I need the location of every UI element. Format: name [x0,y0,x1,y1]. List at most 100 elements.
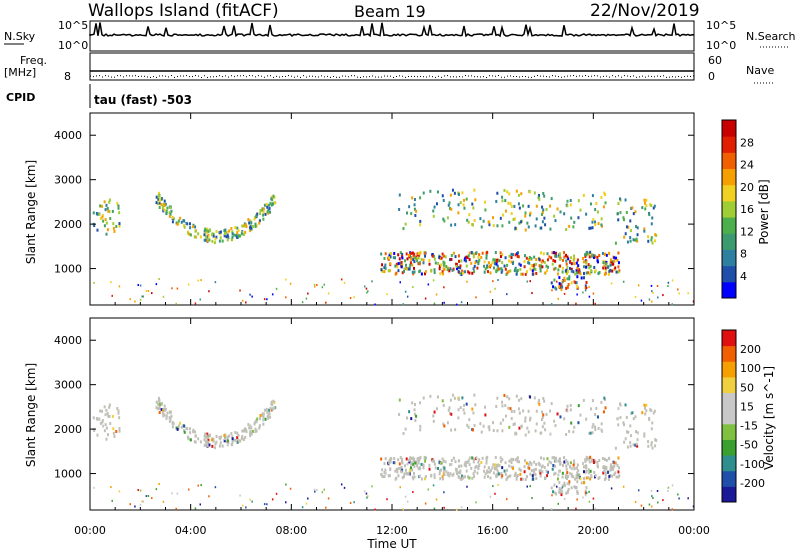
nave-dot [432,76,433,78]
power-echo [183,225,186,229]
power-echo [563,278,566,282]
power-echo [471,202,474,206]
velocity-echo [197,437,200,441]
power-echo [451,268,454,272]
nave-dot [171,75,172,77]
power-echo [420,272,423,276]
nsky-ytick-top: 10^5 [58,19,88,32]
nave-dot [177,76,178,78]
plot-title: Wallops Island (fitACF) [88,1,279,21]
velocity-echo [218,444,221,448]
velocity-echo [589,477,592,481]
nave-dot [300,76,301,78]
power-echo [591,194,594,198]
velocity-echo [139,489,142,492]
nave-dot [540,75,541,77]
power-echo [204,227,207,231]
power-echo [213,241,216,245]
velocity-echo [471,456,474,460]
velocity-echo [558,487,561,491]
velocity-echo [525,461,528,465]
nave-dot [513,76,514,78]
power-echo [585,286,588,289]
power-echo [539,269,542,273]
velocity-echo [592,458,595,462]
power-echo [526,280,529,283]
power-echo [227,236,230,240]
power-echo [516,254,519,258]
nave-dot [525,76,526,78]
power-echo [455,264,458,268]
beam-label: Beam 19 [354,2,426,21]
power-echo [162,295,165,298]
velocity-echo [589,469,592,473]
velocity-echo [501,400,504,404]
nave-dot [678,76,679,78]
velocity-echo [271,407,274,411]
power-echo [568,275,571,279]
velocity-echo [474,403,477,407]
power-echo [413,198,416,202]
velocity-echo [475,501,477,504]
power-echo [417,251,420,255]
velocity-echo [419,455,422,459]
power-echo [525,256,528,260]
velocity-echo [262,422,265,426]
velocity-echo [438,472,441,476]
power-echo [422,261,425,265]
velocity-echo [588,490,590,493]
power-echo [383,257,386,261]
velocity-echo [576,463,579,467]
power-echo [408,205,411,209]
power-echo [511,261,514,265]
velocity-echo [483,405,486,409]
velocity-echo [381,475,384,479]
nave-dot [636,76,637,78]
power-echo [343,281,346,284]
velocity-echo [600,422,603,426]
velocity-echo [607,470,610,474]
velocity-echo [267,416,270,420]
nave-dot [243,75,244,77]
nave-dot [618,75,619,77]
power-echo [559,283,562,287]
power-echo [433,302,436,305]
velocity-echo [392,461,395,465]
velocity-echo [459,469,462,473]
nave-dot [621,76,622,78]
velocity-echo [526,485,529,488]
velocity-echo [489,470,492,474]
velocity-echo [501,404,504,408]
nave-dot [228,76,229,78]
nave-dot [543,75,544,77]
power-echo [589,272,592,276]
power-echo [554,286,557,290]
power-echo [410,257,413,261]
velocity-echo [380,473,383,477]
power-echo [577,216,580,220]
velocity-echo [272,399,275,403]
velocity-echo [584,491,587,495]
power-echo [212,232,215,236]
velocity-echo [486,475,489,479]
power-echo [566,285,569,289]
velocity-echo [631,411,634,415]
velocity-echo [576,498,578,501]
velocity-echo [472,411,475,415]
velocity-echo [478,463,481,467]
velocity-echo [580,481,583,485]
power-echo [601,251,604,255]
colorbar-tick-label: 20 [740,181,754,194]
power-echo [635,237,638,241]
power-echo [416,259,419,263]
power-echo [528,261,531,265]
velocity-echo [158,406,161,410]
power-echo [244,223,247,227]
nave-dot [138,76,139,78]
nave-dot [357,76,358,78]
nave-dot [117,75,118,77]
power-echo [477,262,480,266]
velocity-echo [112,427,115,431]
nave-dot [438,75,439,77]
power-echo [579,272,582,276]
